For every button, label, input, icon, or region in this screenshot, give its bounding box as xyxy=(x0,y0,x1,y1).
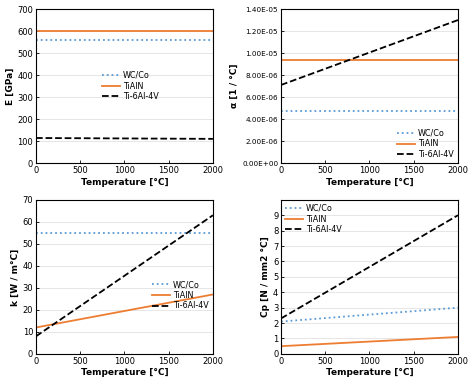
Y-axis label: E [GPa]: E [GPa] xyxy=(6,67,15,105)
X-axis label: Temperature [°C]: Temperature [°C] xyxy=(326,178,413,187)
Legend: WC/Co, TiAlN, Ti-6Al-4V: WC/Co, TiAlN, Ti-6Al-4V xyxy=(397,129,454,159)
Legend: WC/Co, TiAlN, Ti-6Al-4V: WC/Co, TiAlN, Ti-6Al-4V xyxy=(285,204,342,234)
X-axis label: Temperature [°C]: Temperature [°C] xyxy=(81,368,168,377)
Y-axis label: Cp [N / mm2 °C]: Cp [N / mm2 °C] xyxy=(261,236,270,317)
Y-axis label: k [W / m°C]: k [W / m°C] xyxy=(11,248,20,306)
Y-axis label: α [1 / °C]: α [1 / °C] xyxy=(230,64,239,108)
Legend: WC/Co, TiAlN, Ti-6Al-4V: WC/Co, TiAlN, Ti-6Al-4V xyxy=(152,280,209,311)
X-axis label: Temperature [°C]: Temperature [°C] xyxy=(81,178,168,187)
X-axis label: Temperature [°C]: Temperature [°C] xyxy=(326,368,413,377)
Legend: WC/Co, TiAlN, Ti-6Al-4V: WC/Co, TiAlN, Ti-6Al-4V xyxy=(102,71,159,101)
